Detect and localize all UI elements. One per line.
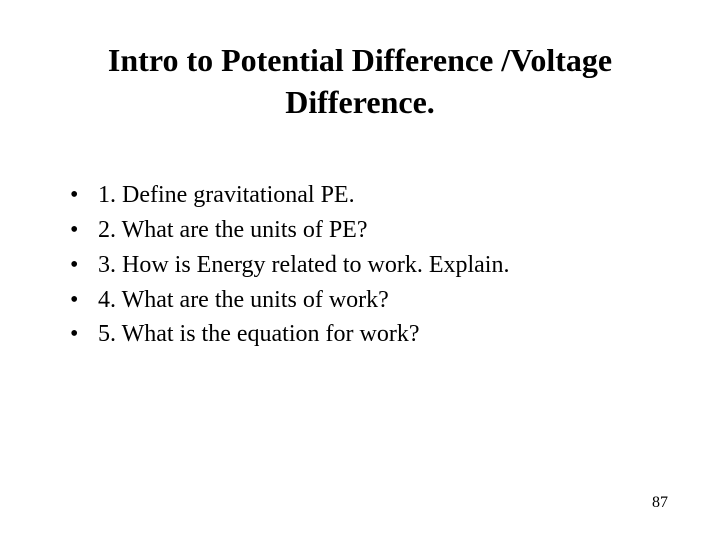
page-number: 87 bbox=[652, 494, 668, 512]
bullet-text: 1. Define gravitational PE. bbox=[98, 178, 660, 213]
bullet-text: 4. What are the units of work? bbox=[98, 283, 660, 318]
bullet-icon: • bbox=[70, 248, 98, 283]
slide-title: Intro to Potential Difference /Voltage D… bbox=[60, 40, 660, 123]
bullet-icon: • bbox=[70, 283, 98, 318]
bullet-text: 3. How is Energy related to work. Explai… bbox=[98, 248, 660, 283]
bullet-icon: • bbox=[70, 317, 98, 352]
bullet-list: • 1. Define gravitational PE. • 2. What … bbox=[60, 178, 660, 352]
list-item: • 1. Define gravitational PE. bbox=[70, 178, 660, 213]
slide-container: Intro to Potential Difference /Voltage D… bbox=[0, 0, 720, 540]
bullet-text: 2. What are the units of PE? bbox=[98, 213, 660, 248]
bullet-text: 5. What is the equation for work? bbox=[98, 317, 660, 352]
list-item: • 3. How is Energy related to work. Expl… bbox=[70, 248, 660, 283]
bullet-icon: • bbox=[70, 178, 98, 213]
list-item: • 4. What are the units of work? bbox=[70, 283, 660, 318]
bullet-icon: • bbox=[70, 213, 98, 248]
list-item: • 2. What are the units of PE? bbox=[70, 213, 660, 248]
list-item: • 5. What is the equation for work? bbox=[70, 317, 660, 352]
